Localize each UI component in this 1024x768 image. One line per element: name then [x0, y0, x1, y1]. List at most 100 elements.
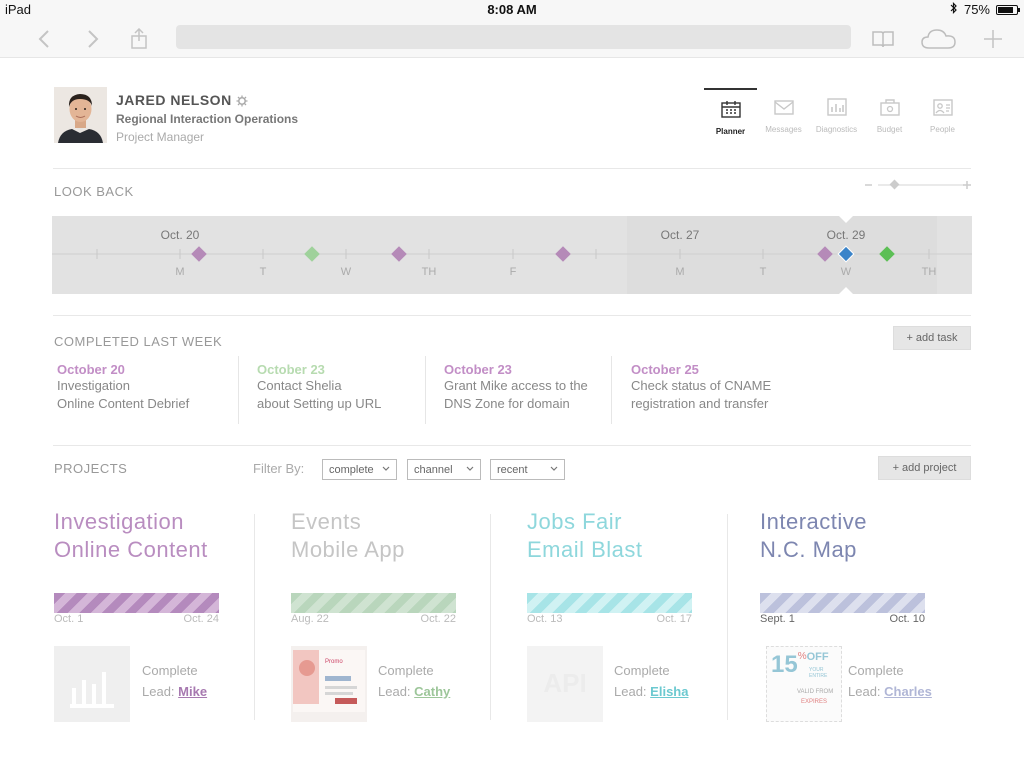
task-date: October 25 — [631, 362, 699, 377]
project-thumbnail[interactable]: 15%OFF YOUR ENTIRE VALID FROM EXPIRES — [766, 646, 842, 722]
url-bar[interactable] — [176, 25, 851, 49]
project-status: Complete — [142, 663, 198, 678]
tab-label: People — [930, 125, 955, 134]
timeline-day-label: F — [510, 266, 517, 278]
filter-label: Filter By: — [253, 461, 305, 476]
coupon-footer: VALID FROM — [797, 689, 834, 695]
icloud-tabs-icon[interactable] — [920, 26, 958, 52]
project-end: Oct. 17 — [656, 613, 692, 625]
add-project-button[interactable]: + add project — [878, 456, 971, 480]
thumbnail-text: API — [543, 668, 587, 698]
add-task-button[interactable]: + add task — [893, 326, 971, 350]
project-lead: Lead: Charles — [848, 684, 932, 699]
gear-icon[interactable] — [236, 94, 248, 112]
thumbnail-text: Promo — [325, 659, 343, 665]
filter-channel-select[interactable]: channel — [407, 459, 481, 480]
task-line1: Check status of CNAME — [631, 378, 772, 393]
task-line1: Contact Shelia — [257, 378, 342, 393]
people-icon — [932, 98, 953, 121]
plus-icon: + — [906, 332, 913, 344]
coupon-footer2: EXPIRES — [801, 699, 828, 705]
project-thumbnail[interactable]: API — [527, 646, 603, 722]
tab-planner[interactable]: Planner — [704, 88, 757, 138]
completed-task[interactable]: October 20 Investigation Online Content … — [53, 356, 233, 424]
completed-title: COMPLETED LAST WEEK — [54, 334, 223, 349]
divider — [490, 514, 491, 720]
task-date: October 20 — [57, 362, 125, 377]
coupon-number: 15 — [771, 651, 798, 678]
timeline[interactable]: M T W TH F M T W TH Oct. 20 Oct. 27 Oct. 29 — [46, 216, 972, 294]
chevron-down-icon — [382, 464, 390, 477]
timeline-event-marker[interactable] — [837, 245, 855, 263]
lead-link[interactable]: Charles — [884, 684, 932, 699]
filter-value: recent — [497, 463, 528, 476]
project-title-line2: Online Content — [54, 537, 208, 562]
timeline-day-label: TH — [922, 266, 937, 278]
project-progress-bar — [291, 593, 456, 613]
coupon-off: OFF — [806, 651, 829, 663]
clock: 8:08 AM — [487, 2, 537, 17]
project-title-line2: Mobile App — [291, 537, 405, 562]
bookmarks-icon[interactable] — [870, 26, 896, 52]
lead-link[interactable]: Mike — [178, 684, 208, 699]
status-bar: iPad 8:08 AM 75% — [0, 0, 1024, 20]
project-thumbnail[interactable] — [54, 646, 130, 722]
tab-budget[interactable]: Budget — [863, 88, 916, 138]
tab-diagnostics[interactable]: Diagnostics — [810, 88, 863, 138]
battery-icon — [996, 4, 1020, 15]
task-line2: DNS Zone for domain — [444, 396, 570, 411]
project-title-line1: Jobs Fair — [527, 509, 622, 534]
task-line2: about Setting up URL — [257, 396, 382, 411]
project-status: Complete — [378, 663, 434, 678]
project-card[interactable]: Interactive N.C. Map Sept. 1 Oct. 10 15%… — [760, 508, 970, 723]
new-tab-icon[interactable] — [980, 26, 1006, 52]
task-date: October 23 — [257, 362, 325, 377]
project-status: Complete — [614, 663, 670, 678]
project-title-line1: Interactive — [760, 509, 867, 534]
timeline-date-label: Oct. 27 — [661, 228, 700, 242]
profile-name: JARED NELSON — [116, 92, 232, 108]
timeline-day-label: T — [260, 266, 267, 278]
filter-sort-select[interactable]: recent — [490, 459, 565, 480]
task-line1: Grant Mike access to the — [444, 378, 588, 393]
browser-toolbar — [0, 20, 1024, 58]
task-line2: registration and transfer — [631, 396, 769, 411]
coupon-subtext: YOUR ENTIRE — [809, 667, 828, 679]
add-project-label: add project — [902, 462, 957, 474]
forward-icon[interactable] — [80, 26, 106, 52]
timeline-day-label: W — [841, 266, 852, 278]
lead-label: Lead: — [378, 684, 411, 699]
project-end: Oct. 22 — [420, 613, 456, 625]
filter-status-select[interactable]: complete — [322, 459, 397, 480]
calendar-icon — [720, 100, 741, 123]
share-icon[interactable] — [126, 26, 152, 52]
tab-messages[interactable]: Messages — [757, 88, 810, 138]
lead-link[interactable]: Elisha — [650, 684, 689, 699]
lead-label: Lead: — [614, 684, 647, 699]
tab-label: Planner — [715, 127, 746, 136]
filter-value: channel — [414, 463, 453, 476]
project-lead: Lead: Cathy — [378, 684, 450, 699]
project-status: Complete — [848, 663, 904, 678]
back-icon[interactable] — [31, 26, 57, 52]
profile-department: Regional Interaction Operations — [116, 112, 299, 126]
completed-task[interactable]: October 23 Grant Mike access to the DNS … — [425, 356, 610, 424]
project-progress-bar — [760, 593, 925, 613]
completed-task[interactable]: October 23 Contact Shelia about Setting … — [238, 356, 418, 424]
task-date: October 23 — [444, 362, 512, 377]
project-card[interactable]: Investigation Online Content Oct. 1 Oct.… — [54, 508, 264, 723]
tab-people[interactable]: People — [916, 88, 969, 138]
completed-task[interactable]: October 25 Check status of CNAME registr… — [611, 356, 811, 424]
project-thumbnail[interactable]: Promo — [291, 646, 367, 722]
project-card[interactable]: Events Mobile App Aug. 22 Oct. 22 Promo … — [291, 508, 501, 723]
battery-percent: 75% — [963, 2, 990, 17]
lead-link[interactable]: Cathy — [414, 684, 451, 699]
timeline-day-label: TH — [422, 266, 437, 278]
chart-icon — [826, 98, 847, 121]
filter-value: complete — [329, 463, 374, 476]
zoom-slider[interactable] — [864, 178, 972, 190]
chevron-down-icon — [466, 464, 474, 477]
project-lead: Lead: Elisha — [614, 684, 688, 699]
project-card[interactable]: Jobs Fair Email Blast Oct. 13 Oct. 17 AP… — [527, 508, 737, 723]
timeline-day-label: T — [760, 266, 767, 278]
